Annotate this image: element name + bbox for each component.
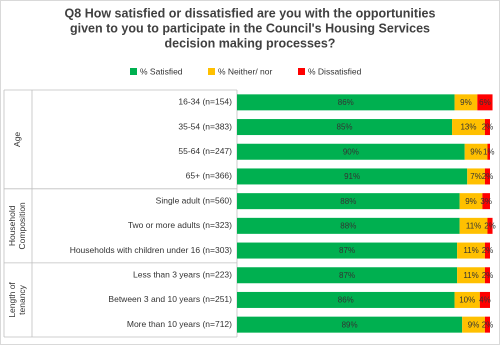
value-label: 87% xyxy=(339,246,355,255)
chart-title: given to you to participate in the Counc… xyxy=(70,21,430,35)
value-label: 11% xyxy=(466,221,481,230)
bar-segment xyxy=(237,242,458,259)
bar-segment xyxy=(459,193,483,210)
y-tick-label: Less than 3 years (n=223) xyxy=(133,270,232,280)
bar-segment xyxy=(484,267,490,284)
bar-segment xyxy=(237,291,455,308)
value-label: 6% xyxy=(479,98,491,107)
y-tick-label: 65+ (n=366) xyxy=(186,171,232,181)
legend-label: % Neither/ nor xyxy=(218,66,272,76)
y-tick-label: 55-64 (n=247) xyxy=(178,146,232,156)
bar-segment xyxy=(237,193,460,210)
bar-segment xyxy=(457,267,485,284)
group-label: Length of xyxy=(7,282,17,318)
bar-segment xyxy=(237,143,465,160)
bar-segment xyxy=(459,217,488,234)
y-tick-label: More than 10 years (n=712) xyxy=(127,319,232,329)
chart-title: Q8 How satisfied or dissatisfied are you… xyxy=(65,6,436,20)
group-label: tenancy xyxy=(17,284,27,315)
value-label: 2% xyxy=(482,123,494,132)
value-label: 2% xyxy=(482,271,494,280)
bar-segment xyxy=(454,291,480,308)
bar-segment xyxy=(484,168,490,185)
value-label: 11% xyxy=(463,246,478,255)
legend-swatch xyxy=(298,68,305,75)
chart-title: decision making processes? xyxy=(165,36,336,50)
bar-segment xyxy=(237,316,463,333)
value-label: 88% xyxy=(340,221,356,230)
bar-segment xyxy=(452,119,485,136)
bar-segment xyxy=(454,94,478,111)
bar-segment xyxy=(482,193,490,210)
bar-segment xyxy=(237,119,453,136)
value-label: 13% xyxy=(460,123,476,132)
value-label: 89% xyxy=(342,320,358,329)
value-label: 9% xyxy=(465,197,477,206)
group-label: Age xyxy=(12,132,22,147)
y-tick-label: 16-34 (n=154) xyxy=(178,97,232,107)
y-tick-label: 35-54 (n=383) xyxy=(178,121,232,131)
value-label: 9% xyxy=(468,320,480,329)
bar-segment xyxy=(237,168,468,185)
value-label: 7% xyxy=(470,172,482,181)
bar-segment xyxy=(487,217,493,234)
value-label: 11% xyxy=(463,271,478,280)
bar-segment xyxy=(467,168,485,185)
value-label: 87% xyxy=(339,271,355,280)
bar-segment xyxy=(237,94,455,111)
legend-label: % Satisfied xyxy=(140,66,183,76)
legend-swatch xyxy=(208,68,215,75)
bar-segment xyxy=(237,217,460,234)
value-label: 86% xyxy=(338,98,354,107)
value-label: 10% xyxy=(459,296,475,305)
value-label: 4% xyxy=(479,296,491,305)
bar-segment xyxy=(484,316,490,333)
value-label: 90% xyxy=(343,147,359,156)
value-label: 2% xyxy=(484,221,496,230)
legend-label: % Dissatisfied xyxy=(308,66,362,76)
y-tick-label: Two or more adults (n=323) xyxy=(128,220,232,230)
bar-segment xyxy=(487,143,490,160)
value-label: 9% xyxy=(470,147,482,156)
bar-segment xyxy=(237,267,458,284)
value-label: 85% xyxy=(337,123,353,132)
legend-swatch xyxy=(130,68,137,75)
value-label: 91% xyxy=(344,172,360,181)
value-label: 2% xyxy=(482,320,494,329)
value-label: 86% xyxy=(338,296,354,305)
value-label: 88% xyxy=(340,197,356,206)
group-label: Household xyxy=(7,205,17,246)
value-label: 2% xyxy=(482,246,494,255)
value-label: 9% xyxy=(460,98,472,107)
bar-segment xyxy=(479,291,490,308)
bar-segment xyxy=(477,94,493,111)
y-tick-label: Households with children under 16 (n=303… xyxy=(70,245,232,255)
bar-segment xyxy=(457,242,485,259)
bar-segment xyxy=(484,119,490,136)
bar-segment xyxy=(464,143,488,160)
bar-segment xyxy=(484,242,490,259)
value-label: 3% xyxy=(480,197,492,206)
group-label: Composition xyxy=(17,202,27,250)
value-label: 1% xyxy=(483,147,495,156)
value-label: 2% xyxy=(482,172,494,181)
y-tick-label: Between 3 and 10 years (n=251) xyxy=(108,294,232,304)
bar-segment xyxy=(462,316,485,333)
y-tick-label: Single adult (n=560) xyxy=(156,195,232,205)
